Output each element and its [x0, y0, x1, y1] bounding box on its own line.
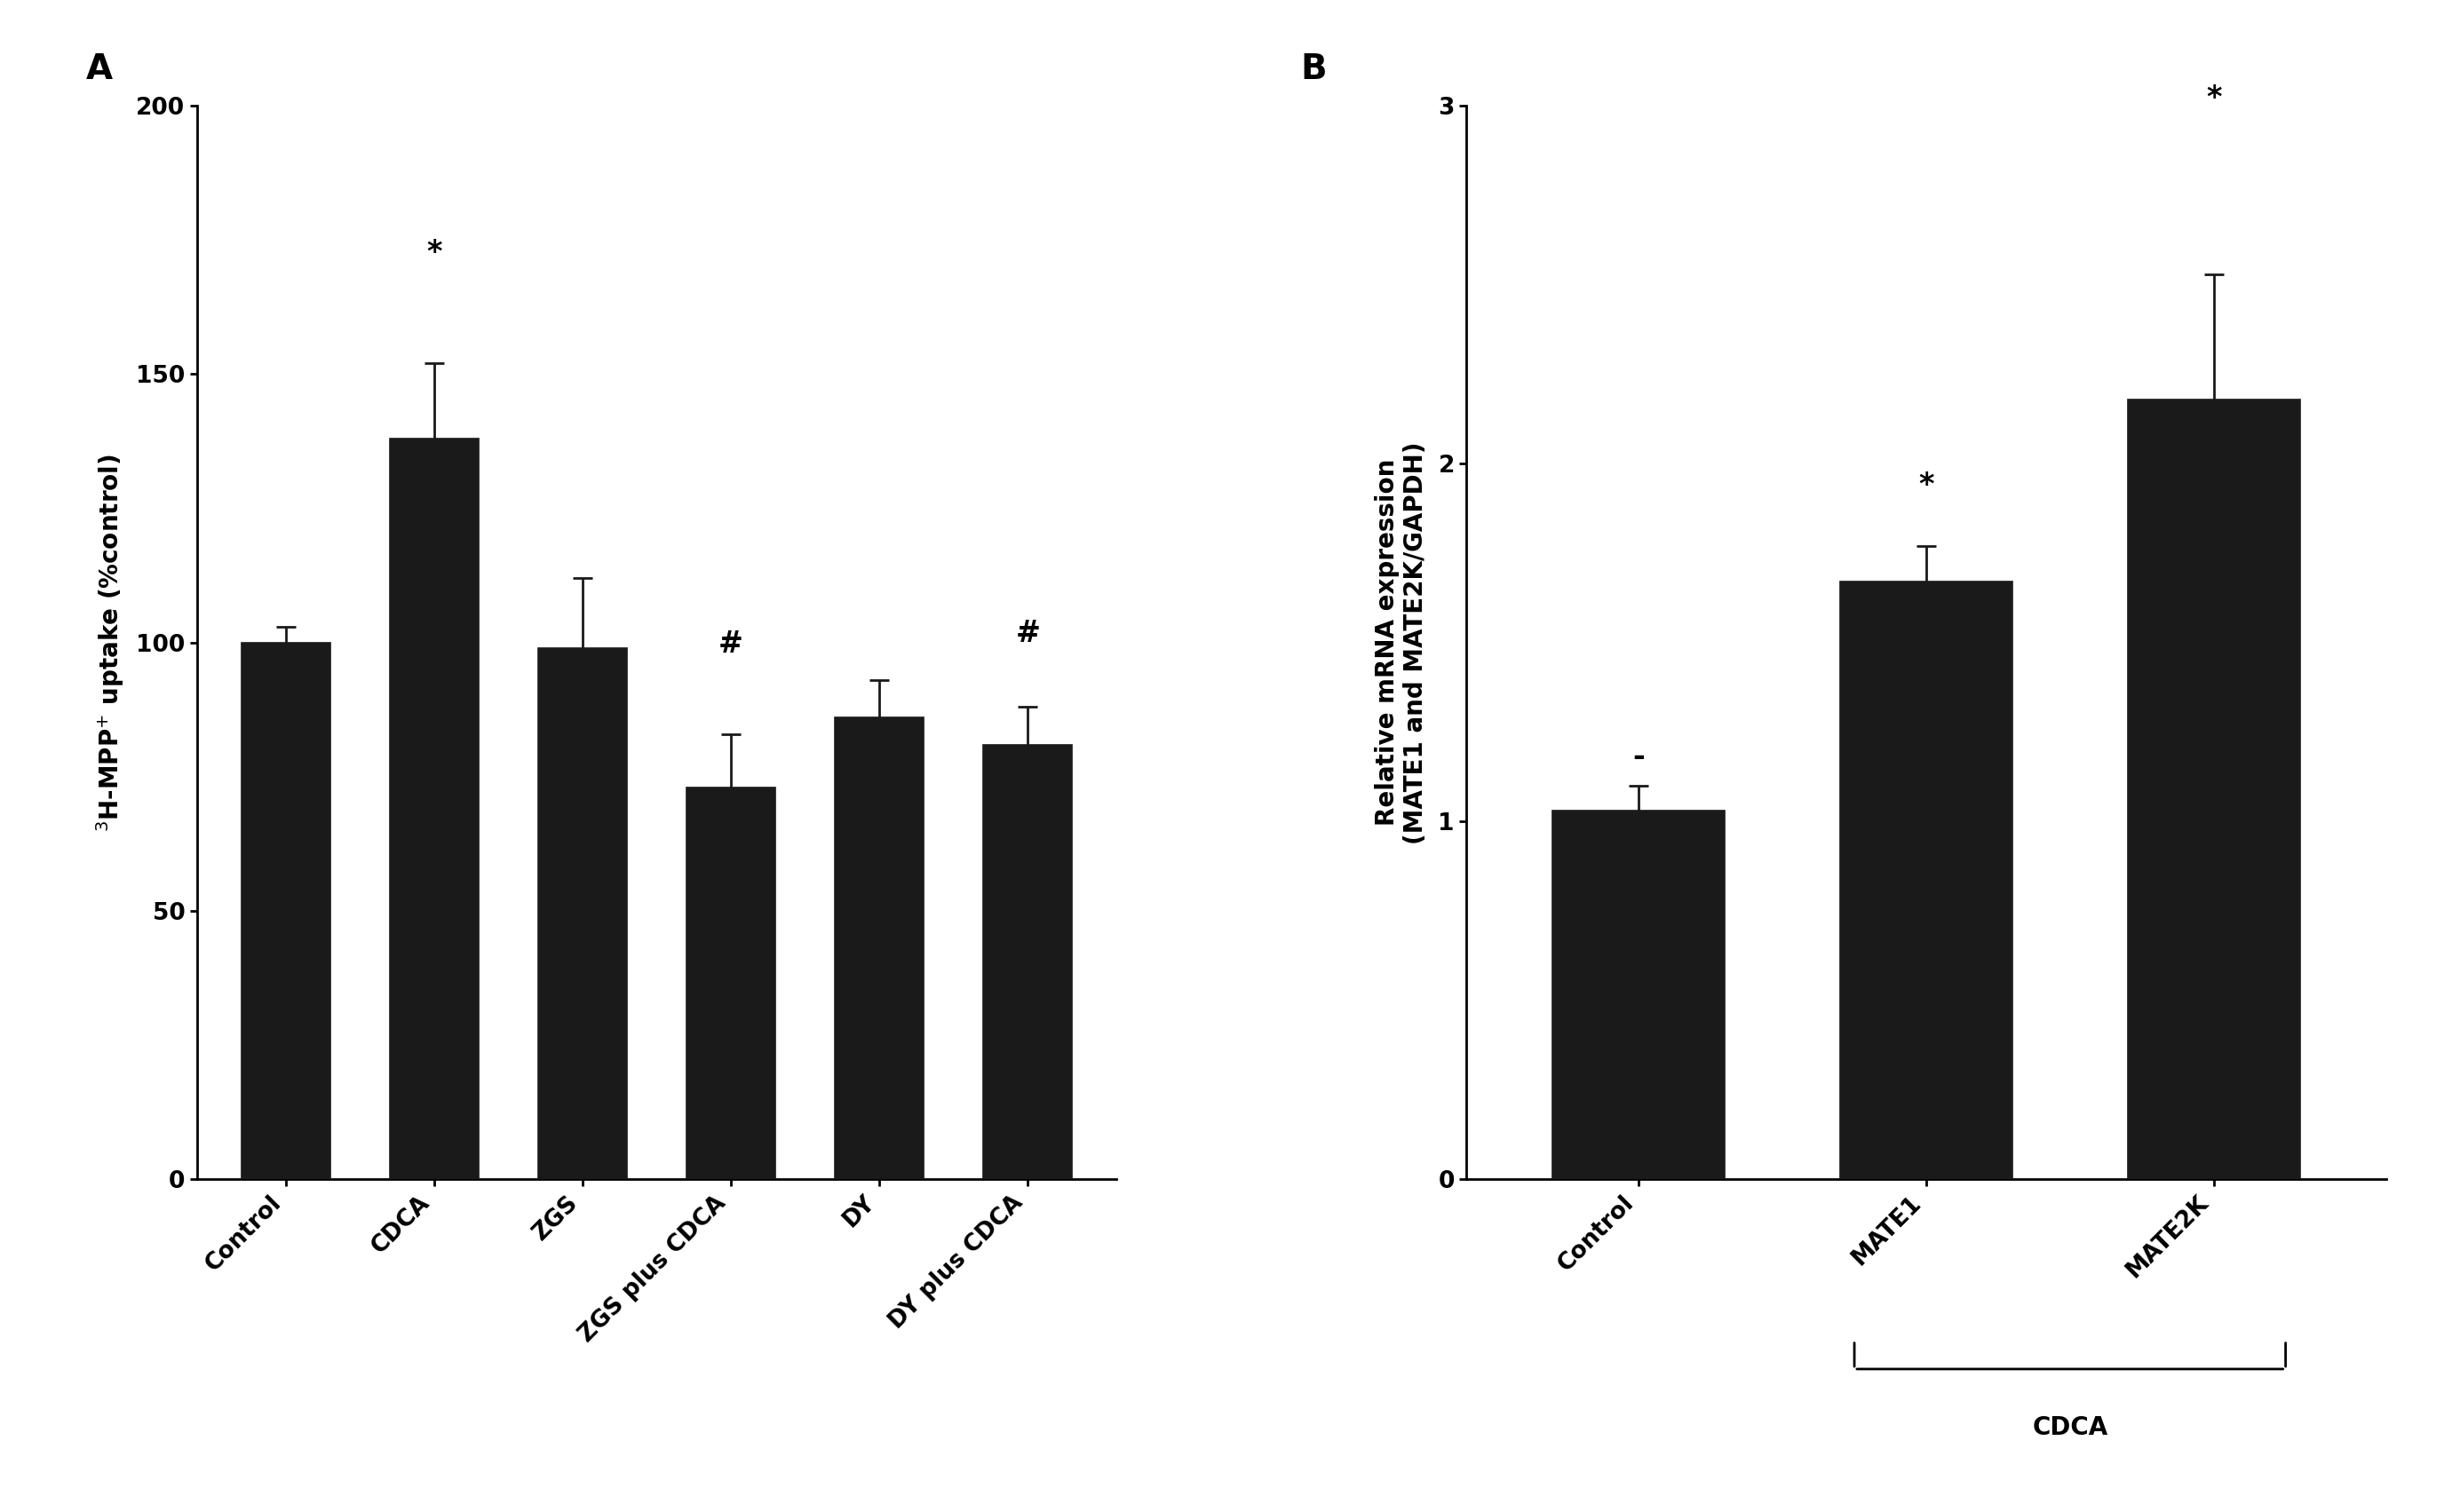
Bar — [1552, 810, 1724, 1179]
Bar — [984, 744, 1073, 1179]
Text: #: # — [718, 629, 743, 659]
Bar — [2128, 399, 2300, 1179]
Text: A: A — [86, 51, 113, 86]
Text: *: * — [2207, 83, 2221, 113]
Text: CDCA: CDCA — [2032, 1415, 2108, 1441]
Bar — [686, 788, 775, 1179]
Text: *: * — [426, 237, 443, 266]
Y-axis label: Relative mRNA expression
(MATE1 and MATE2K/GAPDH): Relative mRNA expression (MATE1 and MATE… — [1375, 442, 1429, 844]
Text: -: - — [1633, 742, 1646, 771]
Bar — [539, 649, 627, 1179]
Text: B: B — [1301, 51, 1326, 86]
Bar — [834, 718, 925, 1179]
Bar — [241, 643, 330, 1179]
Bar — [389, 438, 480, 1179]
Bar — [1840, 582, 2012, 1179]
Text: *: * — [1919, 470, 1934, 499]
Text: #: # — [1016, 618, 1041, 649]
Y-axis label: $^{3}$H-MPP$^{+}$ uptake (%control): $^{3}$H-MPP$^{+}$ uptake (%control) — [93, 454, 125, 832]
